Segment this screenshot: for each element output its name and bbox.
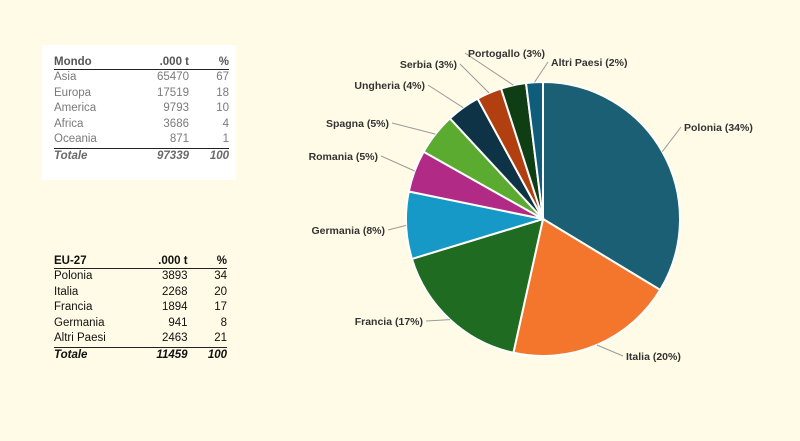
country-cell: Francia bbox=[54, 301, 93, 314]
leader-line bbox=[534, 61, 549, 83]
column-header: .000 t bbox=[123, 255, 188, 269]
column-header: % bbox=[187, 255, 227, 269]
tonnes-cell: 2268 bbox=[161, 285, 188, 298]
tonnes-cell: 65470 bbox=[157, 71, 189, 83]
slice-label: Altri Paesi (2%) bbox=[551, 57, 627, 69]
leader-line bbox=[425, 319, 451, 322]
eu-production-table: EU-27 .000 t % Polonia 3893 34 Italia 22… bbox=[54, 255, 227, 364]
table-row: Oceania 871 1 bbox=[54, 132, 229, 148]
percent-cell: 4 bbox=[222, 117, 229, 130]
pie-slice bbox=[410, 217, 545, 354]
world-table-panel: Mondo .000 t % Asia 65470 67 Europa 1751… bbox=[42, 45, 236, 180]
leader-line bbox=[427, 84, 464, 109]
table-total-row: Totale 11459 100 bbox=[54, 346, 227, 364]
country-cell: Italia bbox=[54, 285, 79, 298]
table-row: Asia 65470 67 bbox=[54, 70, 229, 86]
region-cell: America bbox=[54, 102, 97, 115]
table-row: Italia 2268 20 bbox=[54, 285, 227, 301]
tonnes-cell: 871 bbox=[169, 133, 189, 146]
country-cell: Altri Paesi bbox=[54, 332, 106, 345]
pie-slice bbox=[512, 217, 662, 357]
table-header-row: Mondo .000 t % bbox=[54, 56, 229, 70]
tonnes-cell: 3686 bbox=[163, 117, 189, 130]
column-header: EU-27 bbox=[54, 255, 124, 269]
total-tonnes-cell: 97339 bbox=[124, 147, 189, 165]
country-cell: Polonia bbox=[54, 270, 93, 282]
leader-line bbox=[391, 122, 436, 135]
total-tonnes-cell: 11459 bbox=[123, 346, 188, 364]
tonnes-cell: 1894 bbox=[161, 301, 188, 314]
table-row: Altri Paesi 2463 21 bbox=[54, 331, 227, 347]
percent-cell: 1 bbox=[222, 133, 229, 146]
table-row: Germania 941 8 bbox=[54, 316, 227, 332]
column-header: .000 t bbox=[124, 56, 189, 70]
table-row: America 9793 10 bbox=[54, 101, 229, 117]
leader-line bbox=[459, 63, 490, 94]
world-production-table: Mondo .000 t % Asia 65470 67 Europa 1751… bbox=[54, 56, 229, 165]
table-row: Africa 3686 4 bbox=[54, 117, 229, 133]
region-cell: Oceania bbox=[54, 133, 97, 146]
slice-label: Serbia (3%) bbox=[400, 59, 457, 71]
leader-line bbox=[464, 52, 514, 86]
slice-label: Polonia (34%) bbox=[684, 122, 753, 134]
slice-label: Germania (8%) bbox=[311, 225, 385, 237]
slice-label: Italia (20%) bbox=[626, 351, 681, 363]
total-percent-cell: 100 bbox=[189, 147, 229, 165]
column-header: % bbox=[189, 56, 229, 70]
percent-cell: 34 bbox=[214, 270, 227, 282]
total-label-cell: Totale bbox=[54, 147, 124, 165]
table-total-row: Totale 97339 100 bbox=[54, 147, 229, 165]
percent-cell: 17 bbox=[214, 301, 227, 314]
column-header: Mondo bbox=[54, 56, 124, 70]
slice-label: Francia (17%) bbox=[355, 316, 423, 328]
percent-cell: 8 bbox=[220, 316, 227, 329]
leader-line bbox=[661, 126, 682, 153]
tonnes-cell: 9793 bbox=[163, 102, 189, 115]
region-cell: Asia bbox=[54, 71, 77, 83]
leader-line bbox=[380, 155, 415, 172]
slice-label: Portogallo (3%) bbox=[468, 48, 545, 60]
region-cell: Europa bbox=[54, 86, 92, 99]
total-percent-cell: 100 bbox=[187, 346, 227, 364]
slice-label: Ungheria (4%) bbox=[354, 80, 425, 92]
tonnes-cell: 17519 bbox=[157, 86, 189, 99]
total-label-cell: Totale bbox=[54, 346, 124, 364]
table-row: Europa 17519 18 bbox=[54, 86, 229, 102]
eu-table-panel: EU-27 .000 t % Polonia 3893 34 Italia 22… bbox=[54, 255, 234, 375]
leader-line bbox=[387, 224, 407, 231]
percent-cell: 20 bbox=[214, 285, 227, 298]
percent-cell: 21 bbox=[214, 332, 227, 345]
table-row: Francia 1894 17 bbox=[54, 300, 227, 316]
country-cell: Germania bbox=[54, 316, 105, 329]
tonnes-cell: 2463 bbox=[161, 332, 188, 345]
percent-cell: 18 bbox=[216, 86, 229, 99]
leader-line bbox=[596, 344, 624, 357]
percent-cell: 10 bbox=[216, 102, 229, 115]
table-header-row: EU-27 .000 t % bbox=[54, 255, 227, 269]
tonnes-cell: 3893 bbox=[161, 270, 188, 282]
slice-label: Spagna (5%) bbox=[326, 118, 389, 130]
percent-cell: 67 bbox=[216, 71, 229, 83]
table-row: Polonia 3893 34 bbox=[54, 269, 227, 285]
slice-label: Romania (5%) bbox=[309, 151, 378, 163]
tonnes-cell: 941 bbox=[168, 316, 188, 329]
region-cell: Africa bbox=[54, 117, 84, 130]
